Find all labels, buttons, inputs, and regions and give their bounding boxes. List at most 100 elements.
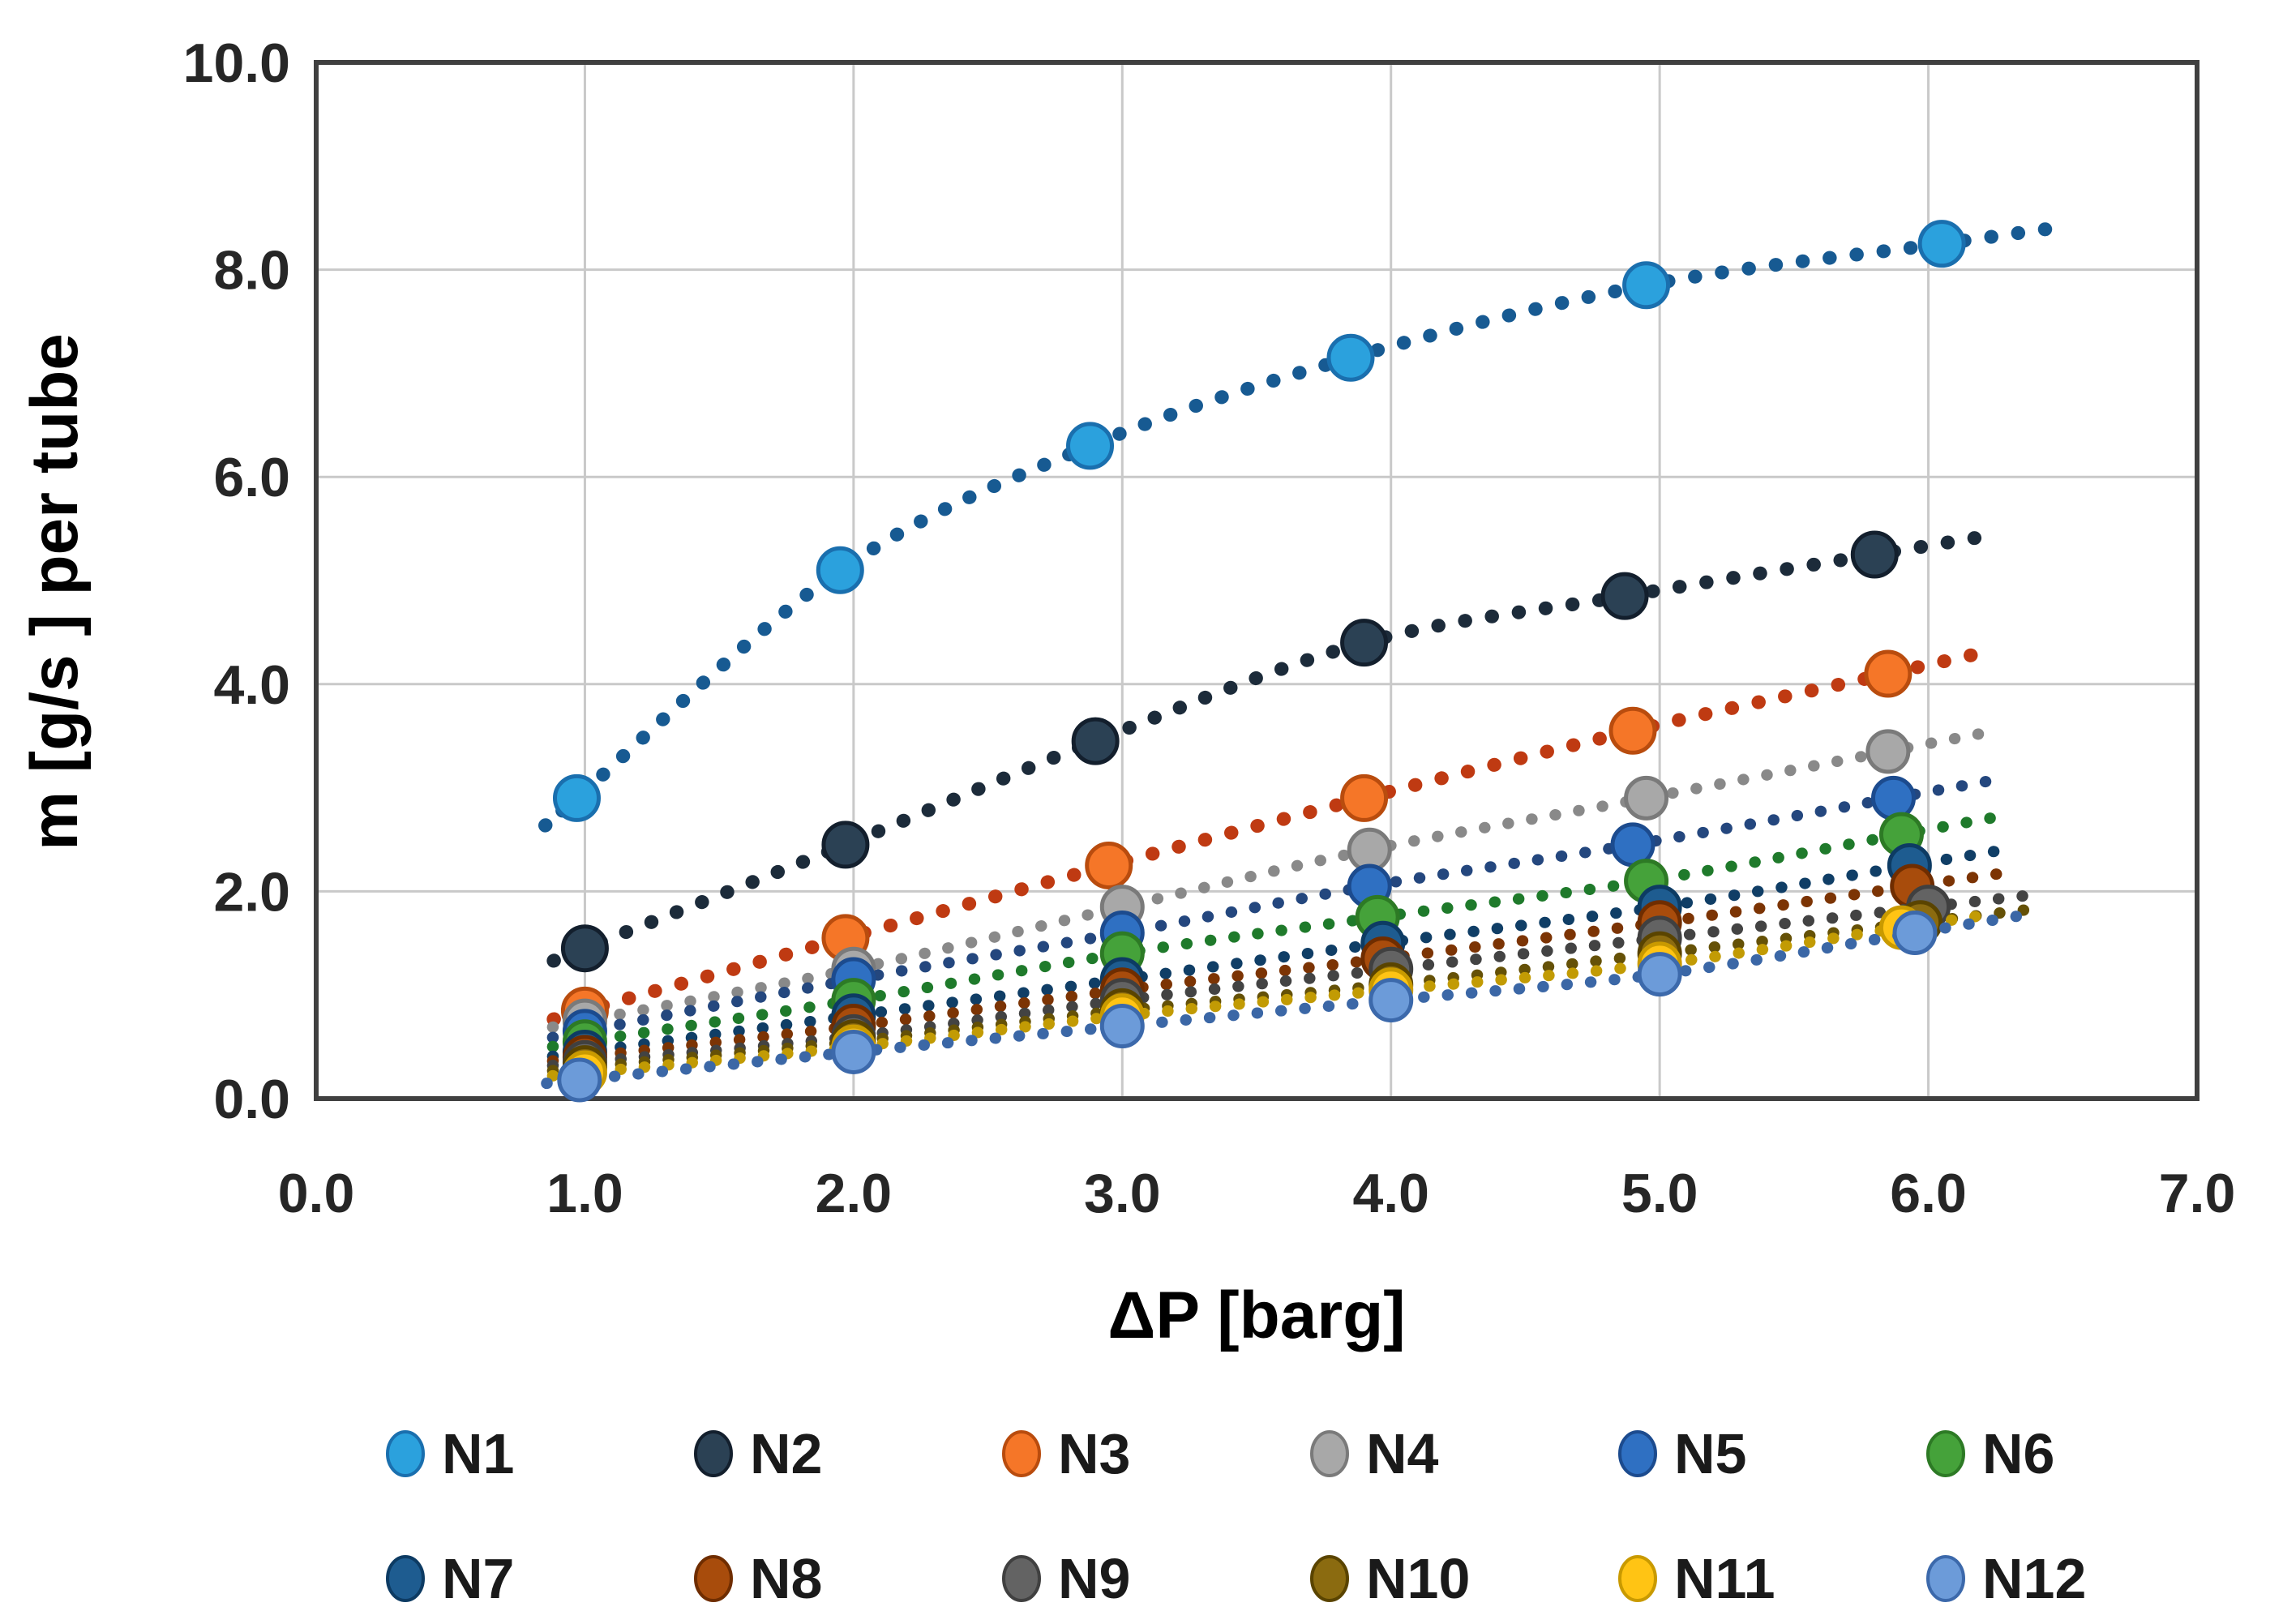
legend-marker-icon (1310, 1430, 1349, 1477)
legend-item-N4: N4 (1310, 1422, 1439, 1485)
legend-marker-icon (1618, 1430, 1657, 1477)
series-N5-point-5 (1870, 775, 1916, 821)
legend-label: N9 (1058, 1547, 1130, 1610)
series-N12-point-0 (557, 1057, 602, 1103)
series-N12-point-4 (1637, 952, 1682, 997)
series-N3-point-5 (1864, 649, 1912, 698)
x-tick-label-7.0: 7.0 (2159, 1163, 2236, 1224)
x-tick-label-2.0: 2.0 (816, 1163, 893, 1224)
series-N12-point-5 (1892, 911, 1938, 956)
legend-marker-icon (386, 1555, 425, 1602)
legend-item-N7: N7 (386, 1547, 514, 1610)
legend-label: N3 (1058, 1422, 1130, 1485)
series-N2-point-5 (1850, 530, 1899, 579)
series-N3-point-3 (1340, 773, 1389, 822)
series-N5 (546, 773, 2004, 1054)
y-tick-label-10.0: 10.0 (183, 32, 290, 94)
series-N9 (546, 885, 2042, 1085)
series-N5-trendline (546, 773, 2004, 1043)
legend-item-N10: N10 (1310, 1547, 1470, 1610)
legend-marker-icon (694, 1430, 733, 1477)
series-N1-point-3 (1326, 333, 1375, 382)
series-N7 (546, 842, 2015, 1074)
series-N1-point-4 (1622, 261, 1671, 310)
legend-marker-icon (1926, 1430, 1965, 1477)
y-axis-title: m [g/s ] per tube (18, 333, 92, 851)
legend-item-N6: N6 (1926, 1422, 2054, 1485)
series-N12-point-1 (831, 1029, 876, 1074)
series-N1 (538, 220, 2067, 833)
series-N3 (546, 644, 1998, 1035)
legend-marker-icon (1310, 1555, 1349, 1602)
legend-marker-icon (386, 1430, 425, 1477)
x-tick-label-4.0: 4.0 (1352, 1163, 1429, 1224)
legend-marker-icon (1002, 1555, 1041, 1602)
legend-item-N5: N5 (1618, 1422, 1746, 1485)
legend-label: N10 (1366, 1547, 1470, 1610)
legend-item-N8: N8 (694, 1547, 822, 1610)
series-N6 (546, 810, 2010, 1065)
legend-item-N3: N3 (1002, 1422, 1130, 1485)
series-N11-trendline (546, 907, 2004, 1082)
series-N1-point-2 (1066, 422, 1115, 470)
y-tick-label-6.0: 6.0 (213, 447, 290, 508)
legend-label: N7 (442, 1547, 514, 1610)
series-N11 (546, 905, 2004, 1095)
legend-item-N11: N11 (1618, 1547, 1775, 1610)
legend-item-N1: N1 (386, 1422, 514, 1485)
legend-marker-icon (694, 1555, 733, 1602)
x-tick-label-1.0: 1.0 (546, 1163, 623, 1224)
y-tick-label-4.0: 4.0 (213, 654, 290, 716)
series-N4-trendline (546, 726, 1991, 1034)
series-N3-trendline (546, 644, 1998, 1026)
series-N2 (546, 530, 1982, 973)
x-axis-tick-labels: 0.0 1.0 2.0 3.0 4.0 5.0 6.0 7.0 (278, 1163, 2236, 1224)
legend-label: N12 (1982, 1547, 2086, 1610)
series-layer (538, 220, 2067, 1103)
series-N12-trendline (540, 911, 2023, 1090)
series-N1-point-0 (552, 773, 601, 822)
series-N1-point-5 (1917, 220, 1966, 268)
legend-marker-icon (1926, 1555, 1965, 1602)
legend-label: N5 (1674, 1422, 1746, 1485)
legend-label: N6 (1982, 1422, 2054, 1485)
series-N2-point-1 (821, 821, 870, 869)
series-N9-trendline (546, 889, 2042, 1072)
legend-item-N12: N12 (1926, 1547, 2086, 1610)
legend-item-N9: N9 (1002, 1547, 1130, 1610)
legend-label: N11 (1674, 1547, 1775, 1610)
x-tick-label-0.0: 0.0 (278, 1163, 355, 1224)
series-N1-trendline (538, 220, 2067, 833)
series-N7-trendline (546, 843, 2015, 1062)
series-N8-trendline (546, 866, 2020, 1067)
legend: N1 N2 N3 N4 N5 N6 N7 N8 N9 N10 N11 N12 (386, 1422, 2086, 1610)
legend-marker-icon (1618, 1555, 1657, 1602)
y-tick-label-0.0: 0.0 (213, 1069, 290, 1130)
legend-item-N2: N2 (694, 1422, 822, 1485)
y-tick-label-2.0: 2.0 (213, 861, 290, 923)
series-N10-trendline (546, 904, 2031, 1077)
series-N3-point-2 (1085, 841, 1133, 889)
series-N12-point-3 (1369, 978, 1414, 1023)
series-N8 (546, 863, 2020, 1080)
y-tick-label-8.0: 8.0 (213, 240, 290, 302)
series-N2-trendline (546, 531, 1982, 968)
series-N2-point-0 (560, 924, 609, 973)
x-tick-label-3.0: 3.0 (1084, 1163, 1161, 1224)
plot-border (314, 60, 2199, 1101)
series-N1-point-1 (816, 546, 864, 594)
series-N12 (540, 911, 2023, 1103)
series-N2-point-3 (1340, 619, 1389, 667)
series-N2-point-2 (1071, 717, 1120, 765)
legend-label: N8 (750, 1547, 822, 1610)
x-tick-label-5.0: 5.0 (1621, 1163, 1698, 1224)
series-N4-point-4 (1624, 775, 1669, 821)
y-axis-tick-labels: 0.0 2.0 4.0 6.0 8.0 10.0 (183, 32, 290, 1130)
series-N12-point-2 (1099, 1004, 1145, 1049)
series-N6-trendline (546, 810, 2010, 1052)
series-N4-point-5 (1865, 729, 1911, 774)
legend-label: N1 (442, 1422, 514, 1485)
legend-marker-icon (1002, 1430, 1041, 1477)
